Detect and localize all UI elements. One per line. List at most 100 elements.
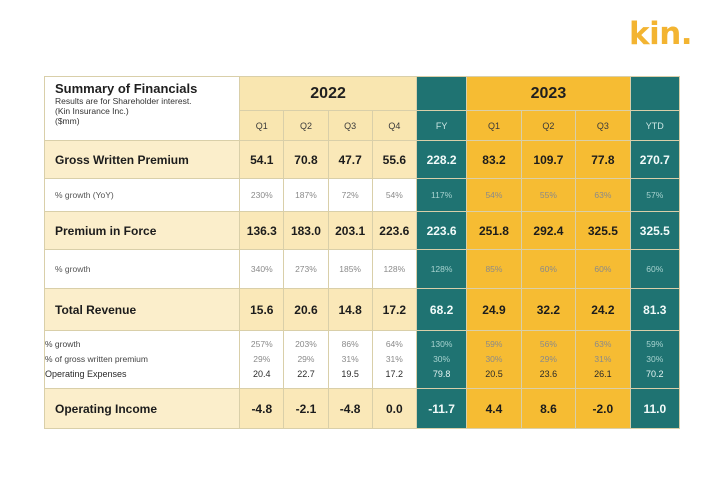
cell-value: 26.1 bbox=[594, 369, 612, 379]
table-title-cell: Summary of Financials Results are for Sh… bbox=[43, 76, 241, 141]
table-cell: 32.2 bbox=[520, 288, 577, 331]
table-row-pif-growth: % growth 340% 273% 185% 128% 128% 85% 60… bbox=[43, 249, 681, 289]
table-cell: 86% 31% 19.5 bbox=[327, 330, 373, 389]
row-label: Premium in Force bbox=[43, 211, 241, 250]
table-row-premium-in-force: Premium in Force 136.3 183.0 203.1 223.6… bbox=[43, 211, 681, 250]
table-cell: 257% 29% 20.4 bbox=[239, 330, 285, 389]
table-cell: -4.8 bbox=[239, 388, 285, 429]
table-cell: 11.0 bbox=[629, 388, 681, 429]
table-cell: 4.4 bbox=[466, 388, 522, 429]
col-header: Q2 bbox=[283, 110, 329, 141]
row-label: Gross Written Premium bbox=[43, 140, 241, 179]
table-cell: 230% bbox=[239, 178, 285, 212]
table-cell: 55.6 bbox=[371, 140, 417, 179]
cell-value: 30% bbox=[433, 354, 451, 364]
table-cell: 17.2 bbox=[371, 288, 417, 331]
table-cell: 187% bbox=[283, 178, 329, 212]
table-cell: 60% bbox=[520, 249, 577, 289]
cell-value: 29% bbox=[253, 354, 271, 364]
cell-value: 20.4 bbox=[253, 369, 271, 379]
table-cell: 20.6 bbox=[283, 288, 329, 331]
table-row-operating-income: Operating Income -4.8 -2.1 -4.8 0.0 -11.… bbox=[43, 388, 681, 429]
table-cell: 24.2 bbox=[575, 288, 631, 331]
table-cell: 325.5 bbox=[575, 211, 631, 250]
table-cell: 24.9 bbox=[466, 288, 522, 331]
row-label-stack: % growth % of gross written premium Oper… bbox=[43, 330, 241, 389]
table-row-gross-written-premium: Gross Written Premium 54.1 70.8 47.7 55.… bbox=[43, 140, 681, 179]
row-label: Total Revenue bbox=[43, 288, 241, 331]
row-label: % growth bbox=[45, 339, 81, 349]
col-header: Q3 bbox=[327, 110, 373, 141]
table-cell: -2.0 bbox=[575, 388, 631, 429]
year-2022-header: 2022 bbox=[239, 76, 417, 111]
col-header: Q1 bbox=[466, 110, 522, 141]
table-cell: 47.7 bbox=[327, 140, 373, 179]
cell-value: 64% bbox=[385, 339, 403, 349]
cell-value: 56% bbox=[539, 339, 557, 349]
table-subtitle-1: Results are for Shareholder interest. bbox=[55, 96, 192, 106]
cell-value: 30% bbox=[646, 354, 664, 364]
cell-value: 31% bbox=[594, 354, 612, 364]
col-header: Q3 bbox=[575, 110, 631, 141]
table-subtitle-3: ($mm) bbox=[55, 116, 80, 126]
table-cell: 8.6 bbox=[520, 388, 577, 429]
table-cell: 185% bbox=[327, 249, 373, 289]
table-row-revenue-details: % growth % of gross written premium Oper… bbox=[43, 330, 681, 389]
col-header: Q1 bbox=[239, 110, 285, 141]
col-header: Q2 bbox=[520, 110, 577, 141]
table-cell: 136.3 bbox=[239, 211, 285, 250]
table-cell: 273% bbox=[283, 249, 329, 289]
table-cell: 183.0 bbox=[283, 211, 329, 250]
table-cell: 81.3 bbox=[629, 288, 681, 331]
fy-header-spacer bbox=[415, 76, 468, 111]
col-header: FY bbox=[415, 110, 468, 141]
cell-value: 19.5 bbox=[341, 369, 359, 379]
cell-value: 79.8 bbox=[432, 369, 451, 379]
col-header: Q4 bbox=[371, 110, 417, 141]
table-subtitle-2: (Kin Insurance Inc.) bbox=[55, 106, 129, 116]
financial-summary-table: Summary of Financials Results are for Sh… bbox=[43, 76, 681, 429]
table-cell: 57% bbox=[629, 178, 681, 212]
table-cell: 325.5 bbox=[629, 211, 681, 250]
cell-value: 59% bbox=[646, 339, 664, 349]
cell-value: 22.7 bbox=[297, 369, 315, 379]
row-label: % growth bbox=[43, 249, 241, 289]
cell-value: 20.5 bbox=[485, 369, 503, 379]
table-cell: 68.2 bbox=[415, 288, 468, 331]
table-cell: 340% bbox=[239, 249, 285, 289]
table-cell: 55% bbox=[520, 178, 577, 212]
table-cell: 59% 30% 20.5 bbox=[466, 330, 522, 389]
row-label: Operating Income bbox=[43, 388, 241, 429]
row-label: Operating Expenses bbox=[45, 369, 127, 379]
table-cell: 223.6 bbox=[415, 211, 468, 250]
year-2023-header: 2023 bbox=[466, 76, 631, 111]
table-cell: 228.2 bbox=[415, 140, 468, 179]
cell-value: 257% bbox=[250, 339, 273, 349]
col-header: YTD bbox=[629, 110, 681, 141]
table-cell: 109.7 bbox=[520, 140, 577, 179]
table-cell: 130% 30% 79.8 bbox=[415, 330, 468, 389]
table-cell: 59% 30% 70.2 bbox=[629, 330, 681, 389]
table-cell: 72% bbox=[327, 178, 373, 212]
table-cell: 70.8 bbox=[283, 140, 329, 179]
cell-value: 23.6 bbox=[539, 369, 558, 379]
table-cell: 83.2 bbox=[466, 140, 522, 179]
table-cell: 0.0 bbox=[371, 388, 417, 429]
ytd-header-spacer bbox=[629, 76, 681, 111]
table-cell: -4.8 bbox=[327, 388, 373, 429]
table-cell: 64% 31% 17.2 bbox=[371, 330, 417, 389]
table-cell: 128% bbox=[415, 249, 468, 289]
table-row-total-revenue: Total Revenue 15.6 20.6 14.8 17.2 68.2 2… bbox=[43, 288, 681, 331]
table-cell: 117% bbox=[415, 178, 468, 212]
table-cell: 56% 29% 23.6 bbox=[520, 330, 577, 389]
table-cell: 77.8 bbox=[575, 140, 631, 179]
table-cell: 15.6 bbox=[239, 288, 285, 331]
table-title: Summary of Financials bbox=[55, 81, 198, 96]
row-label: % of gross written premium bbox=[45, 354, 148, 364]
table-cell: 292.4 bbox=[520, 211, 577, 250]
table-cell: 54% bbox=[466, 178, 522, 212]
table-cell: 14.8 bbox=[327, 288, 373, 331]
table-cell: 128% bbox=[371, 249, 417, 289]
table-cell: 203% 29% 22.7 bbox=[283, 330, 329, 389]
table-cell: 85% bbox=[466, 249, 522, 289]
